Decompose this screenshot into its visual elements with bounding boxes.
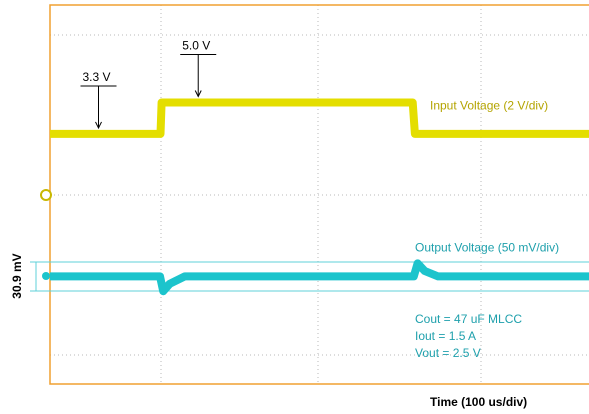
legend-label: Output Voltage (50 mV/div)	[415, 241, 559, 255]
trace	[50, 259, 589, 296]
x-axis-label: Time (100 us/div)	[430, 395, 527, 409]
arrow-head	[95, 121, 102, 130]
trace	[50, 98, 589, 138]
note: Cout = 47 uF MLCC	[415, 312, 522, 326]
note: Iout = 1.5 A	[415, 329, 476, 343]
ch2-marker	[42, 272, 50, 280]
annotation: 5.0 V	[182, 39, 210, 53]
ch1-marker	[40, 189, 52, 201]
note: Vout = 2.5 V	[415, 346, 481, 360]
arrow-head	[194, 90, 202, 98]
annotation: 3.3 V	[83, 70, 111, 84]
legend-label: Input Voltage (2 V/div)	[430, 99, 548, 113]
cursor-label: 30.9 mV	[10, 253, 24, 298]
